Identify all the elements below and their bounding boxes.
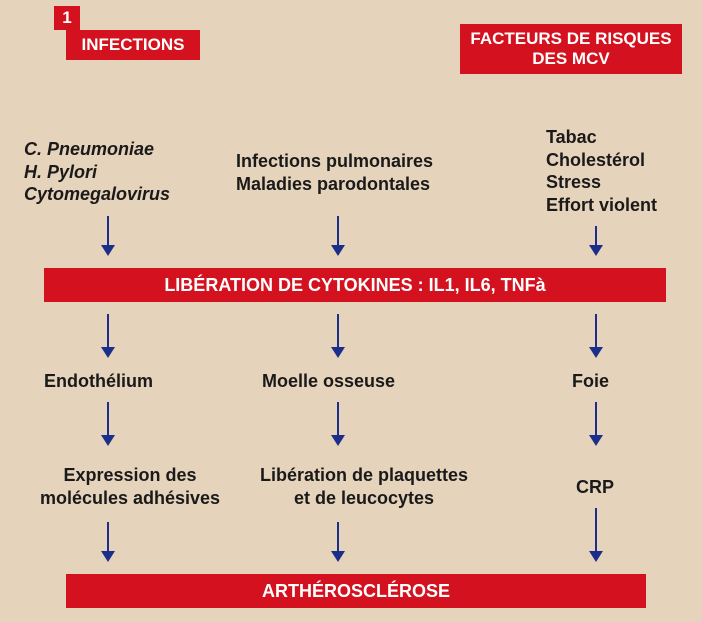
infections-header-label: INFECTIONS xyxy=(82,35,185,55)
text-line: Expression des xyxy=(20,464,240,487)
down-arrow xyxy=(589,314,603,358)
bone-marrow-label: Moelle osseuse xyxy=(262,370,395,393)
adhesion-molecules-label: Expression desmolécules adhésives xyxy=(20,464,240,509)
risk-factors-line2: DES MCV xyxy=(470,49,671,69)
risk-factors-line1: FACTEURS DE RISQUES xyxy=(470,29,671,49)
text-line: Cytomegalovirus xyxy=(24,183,224,206)
text-line: Effort violent xyxy=(546,194,702,217)
down-arrow xyxy=(589,508,603,562)
cytokines-label: LIBÉRATION DE CYTOKINES : IL1, IL6, TNFà xyxy=(164,275,545,296)
text-line: C. Pneumoniae xyxy=(24,138,224,161)
endothelium-text: Endothélium xyxy=(44,371,153,391)
atherosclerosis-label: ARTHÉROSCLÉROSE xyxy=(262,581,450,602)
figure-number-badge: 1 xyxy=(54,6,80,30)
text-line: et de leucocytes xyxy=(234,487,494,510)
down-arrow xyxy=(331,402,345,446)
down-arrow xyxy=(101,522,115,562)
down-arrow xyxy=(331,314,345,358)
text-line: Stress xyxy=(546,171,702,194)
down-arrow xyxy=(331,522,345,562)
text-line: Maladies parodontales xyxy=(236,173,496,196)
text-line: H. Pylori xyxy=(24,161,224,184)
crp-text: CRP xyxy=(576,477,614,497)
down-arrow xyxy=(101,402,115,446)
endothelium-label: Endothélium xyxy=(44,370,153,393)
diagram-canvas: 1 INFECTIONS FACTEURS DE RISQUES DES MCV… xyxy=(0,0,702,622)
infections-list: Infections pulmonairesMaladies parodonta… xyxy=(236,150,496,195)
liver-label: Foie xyxy=(572,370,609,393)
down-arrow xyxy=(589,226,603,256)
down-arrow xyxy=(101,314,115,358)
risk-factors-header: FACTEURS DE RISQUES DES MCV xyxy=(460,24,682,74)
bone-marrow-text: Moelle osseuse xyxy=(262,371,395,391)
crp-label: CRP xyxy=(576,476,614,499)
cytokines-bar: LIBÉRATION DE CYTOKINES : IL1, IL6, TNFà xyxy=(44,268,666,302)
infections-header: INFECTIONS xyxy=(66,30,200,60)
down-arrow xyxy=(331,216,345,256)
platelets-leukocytes-label: Libération de plaquetteset de leucocytes xyxy=(234,464,494,509)
liver-text: Foie xyxy=(572,371,609,391)
atherosclerosis-bar: ARTHÉROSCLÉROSE xyxy=(66,574,646,608)
text-line: Infections pulmonaires xyxy=(236,150,496,173)
text-line: Tabac xyxy=(546,126,702,149)
risk-factors-list: TabacCholestérolStressEffort violent xyxy=(546,126,702,216)
text-line: Libération de plaquettes xyxy=(234,464,494,487)
figure-number: 1 xyxy=(62,8,71,28)
text-line: molécules adhésives xyxy=(20,487,240,510)
down-arrow xyxy=(589,402,603,446)
down-arrow xyxy=(101,216,115,256)
text-line: Cholestérol xyxy=(546,149,702,172)
pathogens-list: C. PneumoniaeH. PyloriCytomegalovirus xyxy=(24,138,224,206)
